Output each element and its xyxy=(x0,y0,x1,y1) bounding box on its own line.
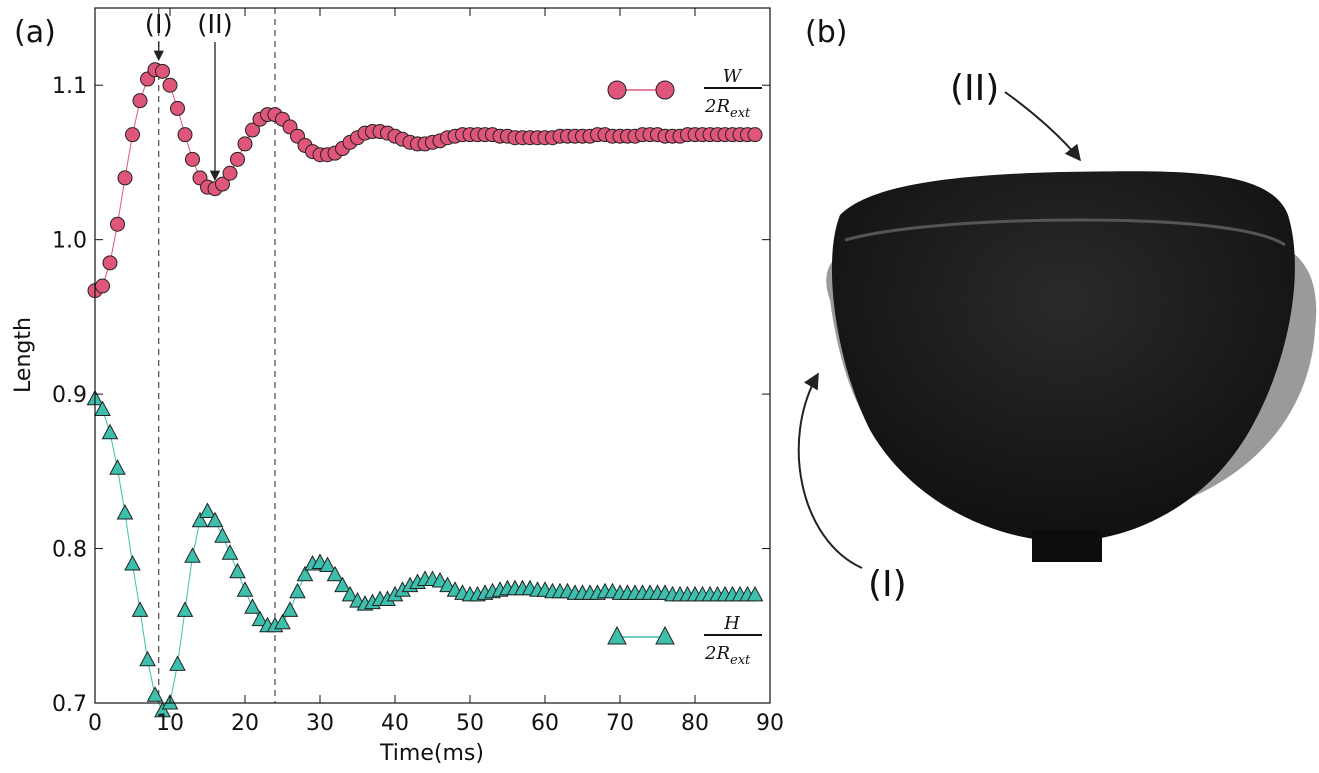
image-label: (I) xyxy=(868,564,907,605)
x-tick-label: 50 xyxy=(456,711,484,736)
data-point xyxy=(95,278,110,294)
data-point xyxy=(146,686,164,702)
x-tick-label: 10 xyxy=(156,711,184,736)
data-point xyxy=(206,511,224,528)
data-point xyxy=(117,170,133,186)
x-tick-label: 20 xyxy=(231,711,259,736)
data-point xyxy=(116,503,134,520)
plot-frame xyxy=(94,7,771,704)
subscript: ext xyxy=(730,106,751,121)
data-point xyxy=(139,650,156,667)
y-tick-label: 1.1 xyxy=(52,74,87,99)
droplet-image xyxy=(797,91,1317,569)
data-point xyxy=(169,655,186,671)
data-point xyxy=(229,562,246,579)
data-point xyxy=(341,585,359,602)
legend-numerator: H xyxy=(723,613,740,634)
x-tick-label: 30 xyxy=(306,711,334,736)
data-point xyxy=(251,610,269,627)
data-point xyxy=(110,216,125,232)
y-tick-label: 0.8 xyxy=(52,538,87,563)
data-point xyxy=(170,100,185,116)
data-point xyxy=(102,255,118,271)
image-label: (II) xyxy=(950,68,999,109)
data-point xyxy=(439,576,456,593)
data-point xyxy=(162,77,178,93)
data-point xyxy=(222,165,238,181)
y-tick-label: 0.7 xyxy=(52,692,87,717)
data-point xyxy=(185,151,200,167)
data-point xyxy=(132,93,148,109)
annotation: (I) xyxy=(145,10,173,40)
data-point xyxy=(747,127,763,143)
data-point xyxy=(326,565,344,582)
y-axis-label: Length xyxy=(11,317,36,393)
data-point xyxy=(334,576,351,593)
data-point xyxy=(221,544,239,560)
panel-label: (b) xyxy=(805,15,847,50)
data-point xyxy=(176,601,194,617)
legend-marker xyxy=(607,80,627,100)
x-axis-label: Time(ms) xyxy=(379,741,484,766)
legend-numerator: W xyxy=(723,66,743,87)
panel-label: (a) xyxy=(14,15,56,50)
data-point xyxy=(191,511,209,528)
annotation: (II) xyxy=(197,10,233,40)
legend-denominator: 2Rext xyxy=(704,643,751,668)
data-point xyxy=(214,527,231,543)
denominator: 2R xyxy=(704,96,730,117)
data-point xyxy=(236,581,254,597)
data-point xyxy=(94,400,111,417)
x-tick-label: 40 xyxy=(381,711,409,736)
data-point xyxy=(230,151,245,167)
data-point xyxy=(177,127,193,143)
legend-label: H 2Rext xyxy=(704,613,762,668)
data-point xyxy=(155,63,170,79)
data-point xyxy=(124,554,141,571)
data-point xyxy=(101,423,119,440)
data-point xyxy=(245,122,260,138)
data-point xyxy=(131,601,149,617)
legend-marker xyxy=(655,80,675,100)
legend-denominator: 2Rext xyxy=(704,96,751,121)
data-point xyxy=(296,565,314,582)
x-tick-label: 80 xyxy=(681,711,709,736)
data-point xyxy=(125,127,140,143)
x-tick-label: 60 xyxy=(531,711,559,736)
y-tick-label: 0.9 xyxy=(52,383,87,408)
data-point xyxy=(281,601,299,617)
legend-marker xyxy=(655,625,675,645)
data-point xyxy=(199,502,216,518)
denominator: 2R xyxy=(704,643,730,664)
legend-label: W 2Rext xyxy=(704,66,762,121)
data-point xyxy=(319,556,336,573)
data-point xyxy=(746,585,764,602)
subscript: ext xyxy=(730,653,751,668)
data-point xyxy=(237,136,253,152)
data-point xyxy=(289,582,306,599)
legend-marker xyxy=(607,625,627,645)
x-tick-label: 70 xyxy=(606,711,634,736)
x-tick-label: 90 xyxy=(756,711,784,736)
data-point xyxy=(184,547,201,563)
data-point xyxy=(274,613,291,630)
data-point xyxy=(109,459,126,475)
data-point xyxy=(431,571,449,588)
data-point xyxy=(154,701,171,718)
x-tick-label: 0 xyxy=(88,711,102,736)
data-point xyxy=(244,598,261,614)
y-tick-label: 1.0 xyxy=(52,229,87,254)
